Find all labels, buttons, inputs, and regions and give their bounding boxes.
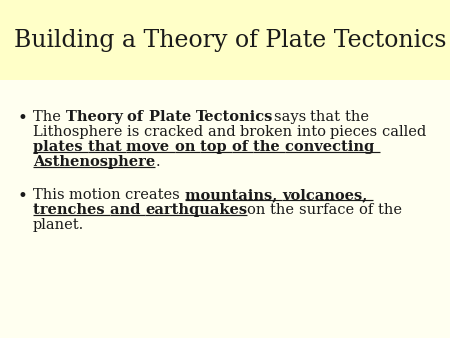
- Text: The: The: [33, 110, 66, 124]
- Text: mountains,: mountains,: [185, 188, 282, 202]
- Text: Tectonics: Tectonics: [196, 110, 274, 124]
- Text: that: that: [88, 140, 126, 154]
- Text: broken: broken: [240, 125, 297, 139]
- Text: Asthenosphere: Asthenosphere: [33, 155, 155, 169]
- Text: Theory: Theory: [66, 110, 127, 124]
- Text: on: on: [175, 140, 200, 154]
- Text: cracked: cracked: [144, 125, 208, 139]
- Text: surface: surface: [299, 203, 359, 217]
- Text: the: the: [378, 203, 406, 217]
- Text: .: .: [155, 155, 160, 169]
- Text: creates: creates: [126, 188, 185, 202]
- Text: on: on: [248, 203, 270, 217]
- Text: trenches: trenches: [33, 203, 110, 217]
- Text: plates: plates: [33, 140, 88, 154]
- Text: is: is: [127, 125, 144, 139]
- Text: move: move: [126, 140, 175, 154]
- Text: called: called: [382, 125, 431, 139]
- Text: pieces: pieces: [330, 125, 382, 139]
- Text: motion: motion: [69, 188, 126, 202]
- Text: of: of: [359, 203, 378, 217]
- Text: Lithosphere: Lithosphere: [33, 125, 127, 139]
- FancyBboxPatch shape: [0, 0, 450, 80]
- Text: Building a Theory of Plate Tectonics: Building a Theory of Plate Tectonics: [14, 28, 446, 51]
- Text: This: This: [33, 188, 69, 202]
- Text: top: top: [200, 140, 232, 154]
- Text: planet.: planet.: [33, 218, 84, 232]
- Text: that: that: [310, 110, 345, 124]
- Text: into: into: [297, 125, 330, 139]
- Text: and: and: [208, 125, 240, 139]
- Text: the: the: [253, 140, 285, 154]
- Text: Plate: Plate: [149, 110, 196, 124]
- Text: says: says: [274, 110, 310, 124]
- Text: earthquakes: earthquakes: [145, 203, 248, 217]
- Text: •: •: [18, 110, 28, 127]
- Text: volcanoes,: volcanoes,: [282, 188, 373, 202]
- Text: of: of: [232, 140, 253, 154]
- Text: the: the: [345, 110, 374, 124]
- Text: of: of: [127, 110, 149, 124]
- Text: and: and: [110, 203, 145, 217]
- Text: the: the: [270, 203, 299, 217]
- Text: convecting: convecting: [285, 140, 379, 154]
- Text: •: •: [18, 188, 28, 205]
